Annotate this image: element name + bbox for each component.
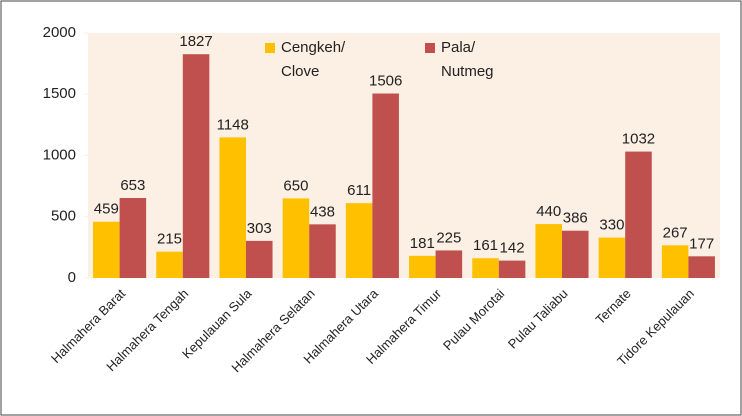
data-label: 142	[500, 240, 525, 257]
bar	[688, 256, 715, 278]
bar	[246, 240, 273, 278]
data-label: 177	[689, 235, 714, 252]
data-label: 653	[120, 177, 145, 194]
data-label: 225	[436, 229, 461, 246]
data-label: 440	[536, 203, 561, 220]
y-tick-label: 2000	[43, 24, 76, 41]
y-tick-label: 0	[68, 269, 76, 286]
legend-label-line: Clove	[281, 63, 319, 80]
bar	[282, 198, 310, 278]
data-label: 1032	[622, 131, 655, 148]
legend-swatch	[265, 43, 275, 53]
data-label: 1827	[179, 33, 212, 50]
data-label: 330	[599, 217, 624, 234]
legend-label: Pala/Nutmeg	[441, 39, 494, 80]
bar	[372, 93, 399, 278]
bar	[409, 255, 436, 278]
legend-label-line: Cengkeh/	[281, 39, 346, 56]
bar	[472, 258, 499, 278]
data-label: 267	[663, 224, 688, 241]
bar	[219, 137, 246, 278]
bar	[661, 245, 689, 278]
bar	[182, 54, 210, 278]
bar	[156, 251, 183, 278]
data-label: 386	[563, 210, 588, 227]
bar	[119, 198, 147, 278]
legend-label-line: Nutmeg	[441, 63, 494, 80]
y-tick-label: 1000	[43, 146, 76, 163]
legend-label: Cengkeh/Clove	[281, 39, 346, 80]
bar	[435, 250, 463, 278]
data-label: 303	[247, 220, 272, 237]
data-label: 1148	[217, 116, 249, 133]
data-label: 611	[347, 182, 371, 199]
data-label: 181	[410, 235, 435, 252]
bar	[498, 260, 526, 278]
legend-swatch	[425, 43, 435, 53]
bar	[562, 230, 589, 278]
bar	[625, 151, 652, 278]
data-label: 650	[283, 177, 308, 194]
legend-label-line: Pala/	[441, 39, 476, 56]
y-tick-label: 500	[51, 208, 76, 225]
bar	[309, 224, 336, 278]
bar	[345, 203, 373, 278]
data-label: 459	[94, 201, 119, 218]
y-tick-label: 1500	[43, 85, 76, 102]
data-label: 1506	[369, 72, 402, 89]
data-label: 161	[473, 237, 498, 254]
bar	[93, 221, 120, 278]
data-label: 438	[310, 203, 335, 220]
bar	[598, 237, 626, 278]
data-label: 215	[157, 231, 182, 248]
bar	[535, 224, 562, 278]
